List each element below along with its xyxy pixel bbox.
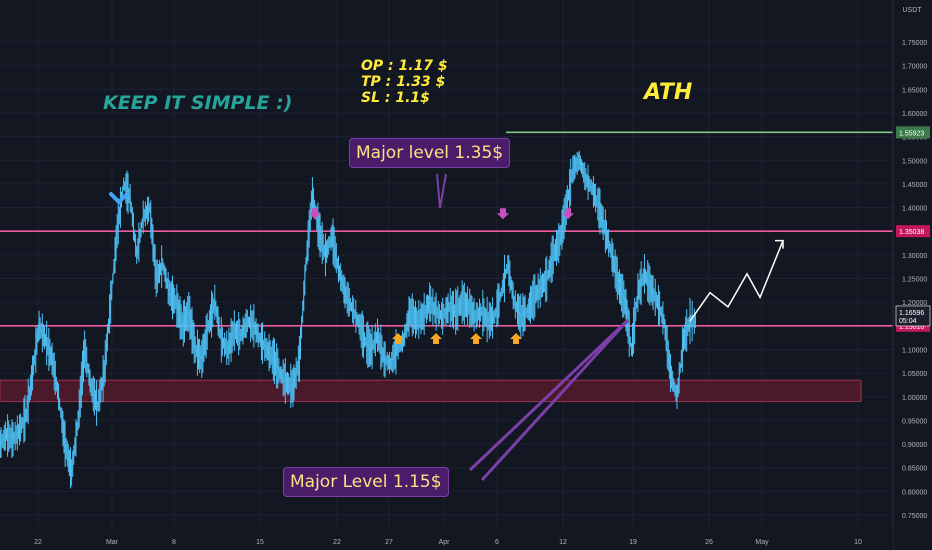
y-tick-label: 0.90000 [902,442,927,449]
x-tick-label: 6 [495,539,499,546]
support-zone [0,379,862,402]
price-axis: USDT1.750001.700001.650001.600001.550001… [892,0,932,550]
countdown-tag: 05:04 [899,318,917,325]
y-tick-label: 0.95000 [902,418,927,425]
x-tick-label: Apr [439,539,451,546]
up-arrow-icon [430,332,442,344]
resistance-price-tag-bg [896,225,930,238]
horizontal-levels [0,131,893,327]
up-arrow-icon [510,332,522,344]
down-arrow-icon [497,208,509,220]
y-tick-label: 1.45000 [902,182,927,189]
support-price-tag: 1.15010 [899,324,924,331]
price-series [0,150,696,489]
y-tick-label: 1.40000 [902,206,927,213]
x-tick-label: Mar [106,539,119,546]
ath-label: ATH [644,80,693,105]
axis-bg [893,0,932,550]
up-arrow-icon [392,332,404,344]
x-tick-label: 12 [559,539,567,546]
x-tick-label: 15 [256,539,264,546]
projection-arrowhead [775,239,784,249]
y-tick-label: 1.60000 [902,111,927,118]
callout-pointer-135 [436,173,447,209]
y-tick-label: 1.25000 [902,277,927,284]
y-tick-label: 1.50000 [902,158,927,165]
currency-label: USDT [902,7,922,14]
callout-pointer-115 [468,318,630,482]
resistance-price-tag: 1.35038 [899,229,924,236]
x-tick-label: 22 [333,539,341,546]
current-price-tag: 1.16596 [899,310,924,317]
y-tick-label: 0.85000 [902,466,927,473]
x-tick-label: 27 [385,539,393,546]
price-line [0,159,691,473]
time-axis: 22 Mar 8 15 22 27 Apr 6 12 19 26 May 10 [0,530,893,550]
y-tick-label: 0.75000 [902,513,927,520]
x-tick-label: May [755,539,769,546]
keep-it-simple-label: KEEP IT SIMPLE :) [103,92,293,114]
down-arrow-icon [309,208,321,220]
y-tick-label: 1.00000 [902,395,927,402]
time-axis-bg [0,530,893,550]
projection-path [689,240,784,322]
x-tick-label: 19 [629,539,637,546]
trade-tp: TP : 1.33 $ [361,74,446,90]
y-tick-label: 1.05000 [902,371,927,378]
y-tick-label: 0.80000 [902,489,927,496]
y-tick-label: 1.20000 [902,300,927,307]
ath-price-tag-bg [896,126,930,139]
trade-sl: SL : 1.1$ [361,90,430,106]
check-icon [109,192,129,205]
y-tick-label: 1.70000 [902,64,927,71]
trade-plan: OP : 1.17 $ TP : 1.33 $ SL : 1.1$ [361,58,448,106]
y-tick-label: 1.75000 [902,40,927,47]
ath-price-tag: 1.55923 [899,130,924,137]
x-tick-label: 8 [172,539,176,546]
y-tick-label: 1.30000 [902,253,927,260]
trade-op: OP : 1.17 $ [361,58,448,74]
y-tick-label: 1.10000 [902,347,927,354]
x-tick-label: 10 [854,539,862,546]
down-arrow-icon [562,208,574,220]
x-tick-label: 26 [705,539,713,546]
signal-arrows [109,192,574,344]
x-tick-label: 22 [34,539,42,546]
y-tick-label: 1.65000 [902,87,927,94]
major-level-135-callout: Major level 1.35$ [349,138,511,168]
major-level-115-callout: Major Level 1.15$ [283,467,449,497]
up-arrow-icon [470,332,482,344]
current-price-bg [895,305,931,327]
